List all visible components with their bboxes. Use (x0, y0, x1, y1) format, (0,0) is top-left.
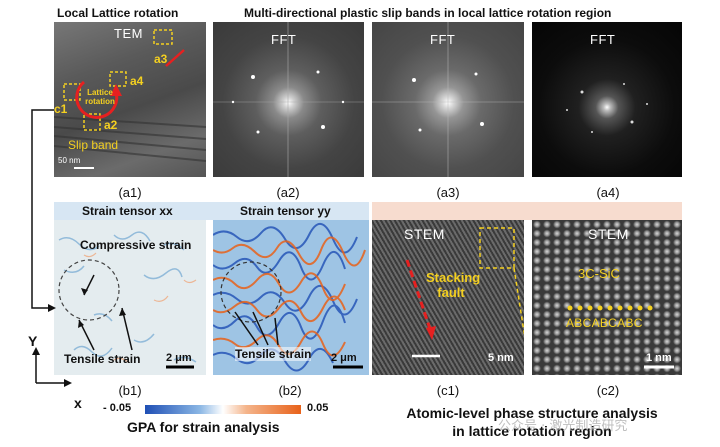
panel-b2-strain-yy: Tensile strain 2 μm (213, 220, 369, 375)
label-stacking-sequence: ABCABCABC (566, 316, 643, 330)
label-tensile-strain-b2: Tensile strain (235, 347, 312, 361)
colorbar-min: - 0.05 (103, 402, 132, 414)
caption-a4: (a4) (596, 185, 620, 200)
connector-arrow (31, 109, 56, 312)
annot-a3: a3 (154, 52, 168, 66)
axis-x-label: x (74, 395, 82, 411)
footer-line1: Atomic-level phase structure analysis (406, 405, 658, 421)
label-tensile-strain-b1: Tensile strain (64, 352, 141, 366)
panel-c2-stem: STEM 3C-SiC ABCABCABC 1 nm (532, 220, 682, 375)
label-stacking-fault: Stacking fault (426, 270, 481, 300)
panel-a4-fft: FFT (532, 22, 682, 177)
caption-a3: (a3) (436, 185, 460, 200)
header-local-rotation: Local Lattice rotation (57, 6, 179, 20)
caption-a2: (a2) (276, 185, 300, 200)
scale-a1: 50 nm (58, 156, 81, 165)
annot-c1: c1 (54, 102, 68, 116)
footer-line2: in lattice rotation region (452, 423, 612, 439)
header-slip-bands: Multi-directional plastic slip bands in … (244, 6, 612, 20)
panel-c1-stem: STEM Stacking fault 5 nm (372, 220, 524, 375)
label-stem-c1: STEM (404, 226, 445, 242)
panel-a3-fft: FFT (372, 22, 524, 177)
caption-b1: (b1) (118, 383, 142, 398)
scale-b1: 2 μm (166, 352, 192, 364)
label-3c-sic: 3C-SiC (578, 266, 620, 281)
watermark: 公众号 · 激光制造研究 (498, 419, 628, 434)
axes-indicator (32, 347, 72, 387)
axis-y-label: Y (28, 333, 38, 349)
panel-a1-tem: TEM a3 a4 c1 a2 Lattice rotation Slip ba… (54, 22, 206, 177)
stem-header-bar (372, 202, 682, 220)
colorbar-max: 0.05 (307, 402, 329, 414)
label-fft-a3: FFT (430, 32, 456, 47)
label-fft-a4: FFT (590, 32, 616, 47)
scale-c2: 1 nm (646, 352, 672, 364)
caption-a1: (a1) (118, 185, 142, 200)
annot-a4: a4 (130, 74, 144, 88)
annot-a2: a2 (104, 118, 118, 132)
strain-header-bar (54, 202, 369, 220)
caption-b2: (b2) (278, 383, 302, 398)
colorbar-label: GPA for strain analysis (127, 419, 280, 435)
scale-c1: 5 nm (488, 352, 514, 364)
label-compressive-strain: Compressive strain (80, 238, 192, 252)
label-fft-a2: FFT (271, 32, 297, 47)
panel-a2-fft: FFT (213, 22, 364, 177)
label-stem-c2: STEM (588, 226, 629, 242)
label-tem: TEM (114, 26, 143, 41)
colorbar-gradient (145, 405, 301, 414)
annot-lattice-rotation: Lattice rotation (85, 88, 115, 106)
title-strain-yy: Strain tensor yy (240, 204, 331, 218)
caption-c2: (c2) (596, 383, 620, 398)
scale-b2: 2 μm (331, 352, 357, 364)
annot-slip-band: Slip band (68, 138, 119, 152)
title-strain-xx: Strain tensor xx (82, 204, 173, 218)
panel-b1-strain-xx: Compressive strain Tensile strain 2 μm (54, 220, 206, 375)
caption-c1: (c1) (436, 383, 460, 398)
